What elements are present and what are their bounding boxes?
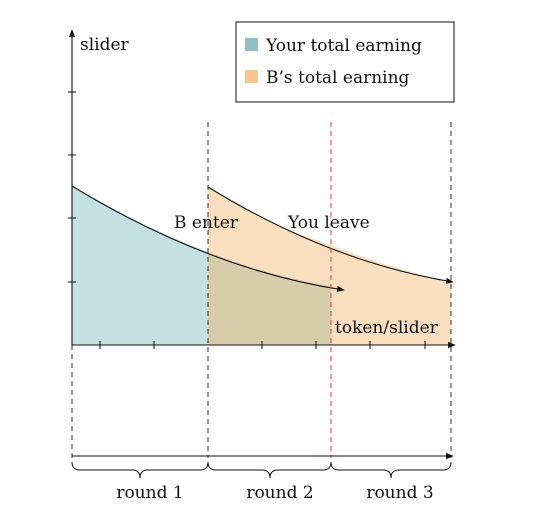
legend-swatch-your-earning	[245, 38, 258, 51]
you-leave-label: You leave	[287, 213, 370, 233]
legend-swatch-b-earning	[245, 70, 258, 83]
round-2-label: round 2	[246, 483, 313, 503]
your-earning-area-round1	[72, 186, 208, 345]
b-earning-curve	[207, 186, 454, 284]
round-braces	[71, 461, 452, 479]
brace-round-3	[330, 461, 452, 479]
y-axis-label: slider	[80, 35, 130, 55]
your-earning-curve	[71, 185, 345, 293]
b-earning-area-round2	[208, 187, 331, 286]
legend-box	[235, 21, 455, 103]
legend-label-your-earning: Your total earning	[265, 36, 422, 56]
brace-round-1	[71, 461, 209, 479]
b-earning-area-round3	[331, 245, 451, 345]
y-ticks	[68, 91, 76, 283]
round-3-label: round 3	[366, 483, 433, 503]
brace-round-2	[207, 461, 332, 479]
legend-label-b-earning: B’s total earning	[266, 68, 410, 88]
x-ticks	[99, 341, 426, 349]
overlap-area-round2	[208, 252, 331, 345]
legend: Your total earning B’s total earning	[235, 21, 455, 103]
x-axis-label: token/slider	[335, 318, 439, 338]
b-enter-label: B enter	[174, 213, 239, 233]
round-1-label: round 1	[116, 483, 183, 503]
